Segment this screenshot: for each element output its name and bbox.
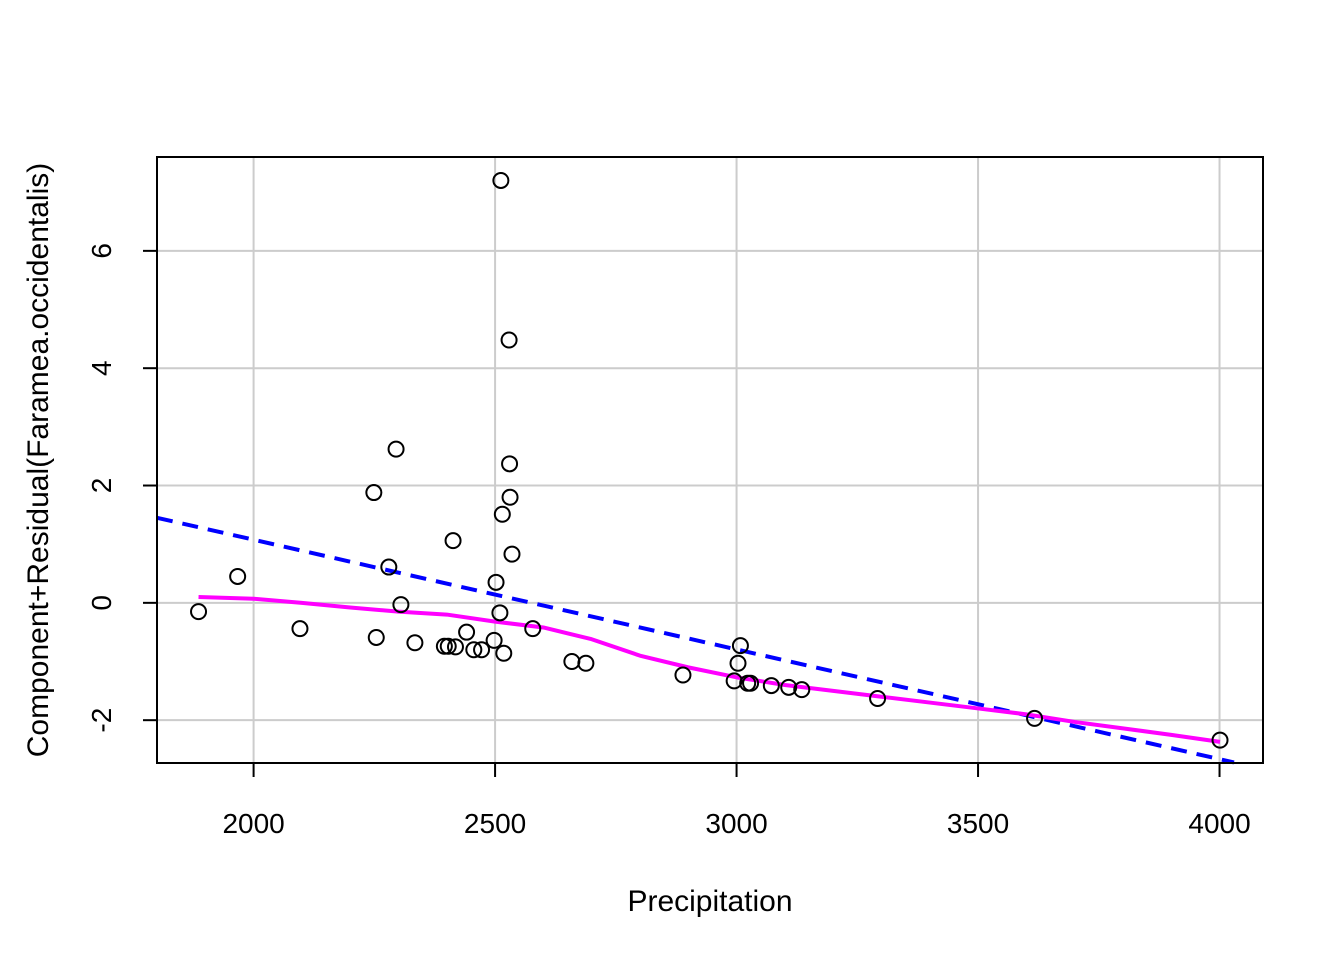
linear-fit-line (156, 515, 1235, 765)
data-point (731, 637, 749, 655)
data-point (524, 620, 542, 638)
data-point (1026, 709, 1044, 727)
data-point (493, 505, 511, 523)
y-axis-label: Component+Residual(Faramea.occidentalis) (22, 163, 55, 757)
x-tick-label: 2000 (222, 808, 284, 839)
data-point (869, 689, 887, 707)
y-tick-label: 2 (86, 478, 117, 494)
data-point (465, 641, 483, 659)
x-axis-ticks: 2000 2500 3000 3500 4000 (222, 763, 1251, 839)
smooth-fit-line (198, 594, 1221, 744)
data-point (1211, 731, 1229, 749)
data-point (501, 488, 519, 506)
data-point (729, 654, 747, 672)
data-point (444, 532, 462, 550)
data-point (503, 545, 521, 563)
data-point (742, 674, 760, 692)
data-point (492, 171, 510, 189)
data-point (485, 631, 503, 649)
data-point (458, 623, 476, 641)
data-point (495, 644, 513, 662)
y-tick-label: 4 (86, 360, 117, 376)
grid (157, 157, 1263, 763)
data-point (500, 331, 518, 349)
y-tick-label: 6 (86, 243, 117, 259)
data-point (392, 596, 410, 614)
data-point (577, 654, 595, 672)
x-tick-label: 2500 (464, 808, 526, 839)
fit-lines (156, 515, 1235, 765)
data-point (406, 634, 424, 652)
data-point (190, 603, 208, 621)
data-point (387, 440, 405, 458)
data-points (190, 171, 1229, 749)
data-point (367, 628, 385, 646)
data-point (780, 678, 798, 696)
y-axis-ticks: -2 0 2 4 6 (86, 243, 157, 733)
data-point (291, 620, 309, 638)
x-axis-label: Precipitation (627, 885, 792, 918)
plot-frame (156, 156, 1264, 764)
data-point (446, 638, 464, 656)
data-point (793, 681, 811, 699)
data-point (501, 455, 519, 473)
data-point (439, 637, 457, 655)
data-point (365, 484, 383, 502)
data-point (725, 672, 743, 690)
data-point (380, 558, 398, 576)
x-tick-label: 3000 (705, 808, 767, 839)
data-point (762, 677, 780, 695)
y-tick-label: 0 (86, 595, 117, 611)
data-point (229, 567, 247, 585)
x-tick-label: 4000 (1188, 808, 1250, 839)
x-tick-label: 3500 (947, 808, 1009, 839)
data-point (487, 573, 505, 591)
data-point (563, 653, 581, 671)
data-point (491, 604, 509, 622)
y-tick-label: -2 (86, 708, 117, 733)
data-point (473, 641, 491, 659)
data-point (674, 666, 692, 684)
